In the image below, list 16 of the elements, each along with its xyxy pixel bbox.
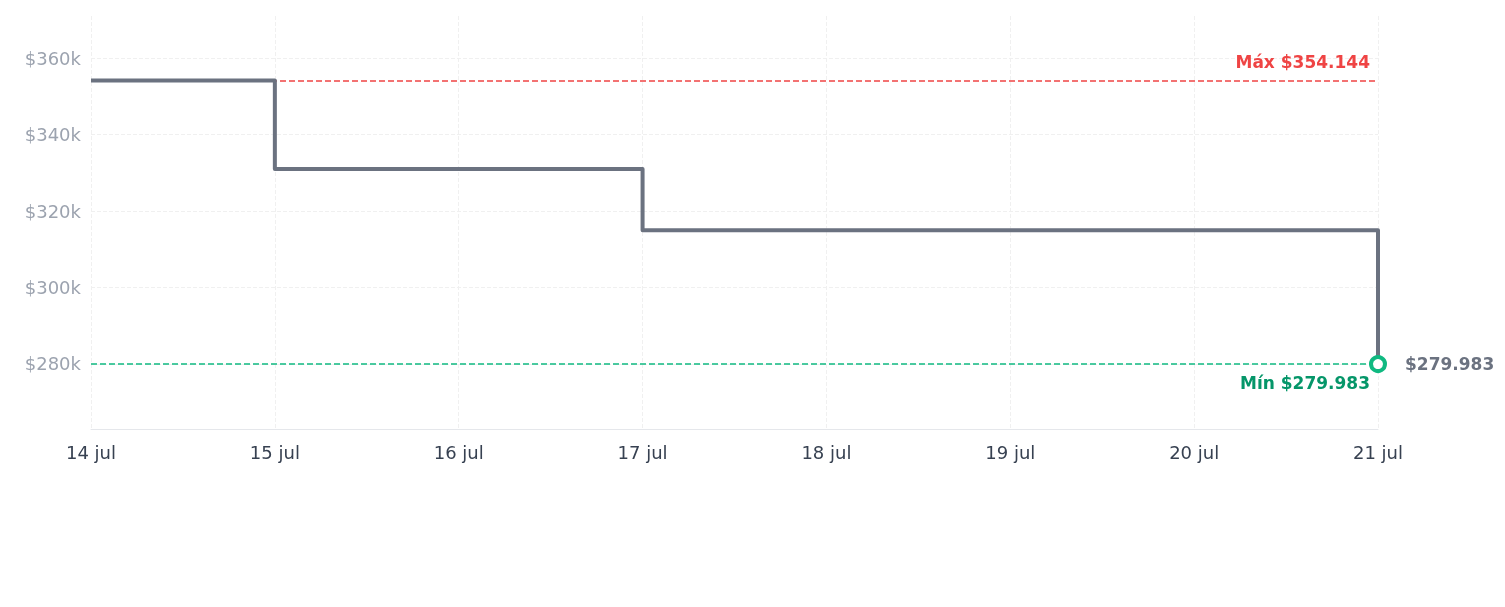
ref-line-label: Mín $279.983 [1239,372,1370,393]
x-tick-label: 16 jul [433,441,484,463]
x-tick-label: 15 jul [249,441,300,463]
ref-line-label: Máx $354.144 [1235,51,1371,72]
y-tick-label: $300k [24,277,82,299]
x-tick-label: 19 jul [985,441,1036,463]
x-tick-label: 14 jul [65,441,117,463]
x-tick-label: 18 jul [801,441,852,463]
y-tick-label: $360k [24,47,82,69]
y-tick-label: $320k [24,200,82,222]
x-tick-label: 20 jul [1169,441,1220,463]
y-tick-label: $280k [24,353,82,375]
data-label: $279.983 [1405,354,1495,375]
x-tick-label: 17 jul [617,441,668,463]
x-tick-label: 21 jul [1352,441,1404,463]
y-tick-label: $340k [24,124,82,146]
